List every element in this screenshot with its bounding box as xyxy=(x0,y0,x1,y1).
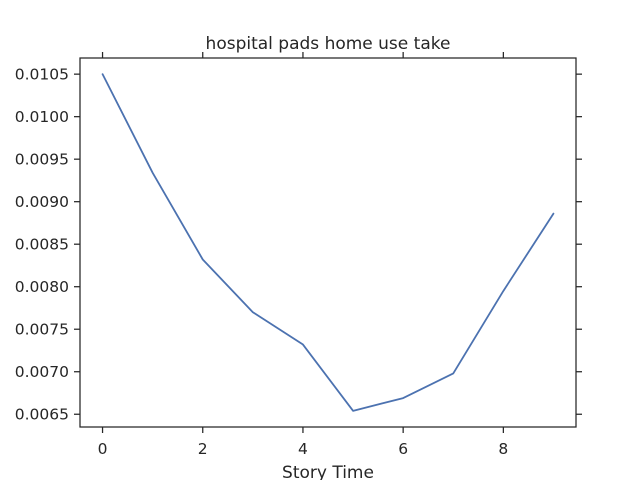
y-tick-label: 0.0080 xyxy=(15,278,69,296)
x-tick-label: 2 xyxy=(198,440,208,458)
y-tick-label: 0.0105 xyxy=(15,66,69,84)
y-tick-label: 0.0100 xyxy=(15,108,69,126)
y-tick-label: 0.0070 xyxy=(15,363,69,381)
y-tick-label: 0.0065 xyxy=(15,406,69,424)
y-tick-label: 0.0095 xyxy=(15,151,69,169)
y-tick-label: 0.0085 xyxy=(15,236,69,254)
plot-area xyxy=(80,58,576,427)
axis-ticks: 0 2 4 6 8 0.0065 0.0070 0.0075 0.0080 0.0085 0.009… xyxy=(15,52,582,458)
y-tick-label: 0.0090 xyxy=(15,193,69,211)
y-tick-label: 0.0075 xyxy=(15,321,69,339)
plot-frame xyxy=(79,57,577,428)
x-tick-label: 0 xyxy=(98,440,108,458)
x-tick-label: 8 xyxy=(498,440,508,458)
x-tick-label: 6 xyxy=(398,440,408,458)
x-axis-label: Story Time xyxy=(282,463,374,480)
series-line xyxy=(101,73,555,412)
chart-title: hospital pads home use take xyxy=(206,34,451,54)
x-tick-label: 4 xyxy=(298,440,308,458)
